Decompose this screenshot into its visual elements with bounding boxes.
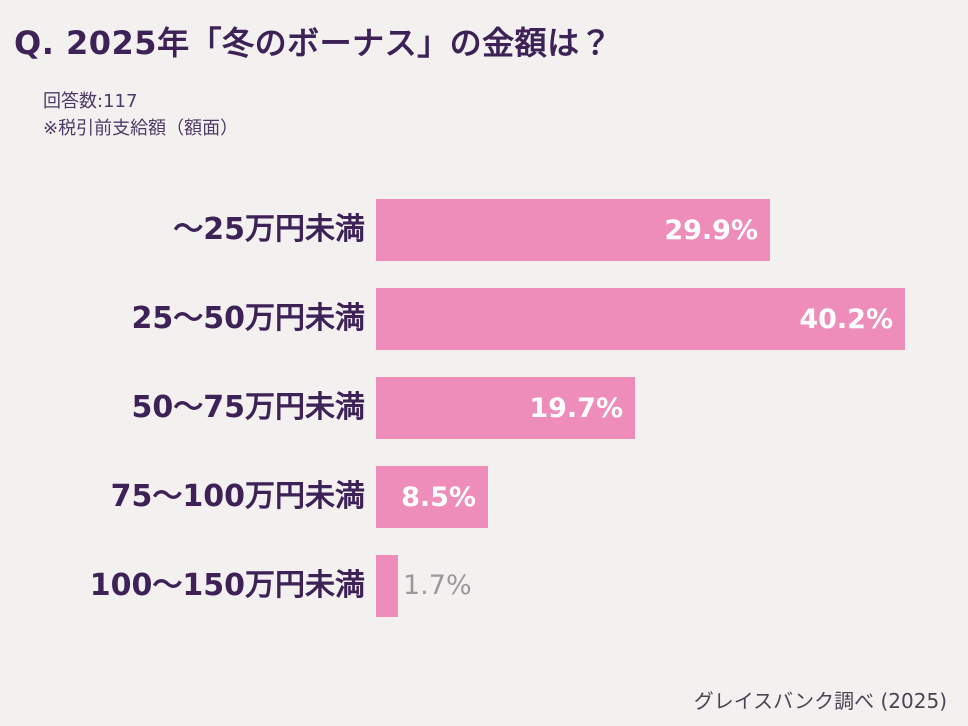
bar: 8.5% bbox=[376, 466, 488, 528]
bar: 29.9% bbox=[376, 199, 770, 261]
note-respondent-count: 回答数:117 bbox=[43, 91, 138, 112]
bar-track: 40.2% bbox=[376, 288, 968, 350]
source-credit: グレイスバンク調べ (2025) bbox=[693, 689, 947, 713]
chart-notes: 回答数:117 ※税引前支給額（額面） bbox=[43, 88, 238, 142]
bar-row: 75〜100万円未満 8.5% bbox=[0, 466, 968, 528]
category-label: 25〜50万円未満 bbox=[131, 301, 366, 336]
category-label: 100〜150万円未満 bbox=[89, 568, 365, 603]
value-label: 8.5% bbox=[401, 481, 476, 513]
bar-chart: 〜25万円未満 29.9% 25〜50万円未満 40.2% 50〜75万円未満 19.7%… bbox=[0, 199, 968, 644]
category-label: 75〜100万円未満 bbox=[110, 479, 365, 514]
bar-row: 100〜150万円未満 1.7% bbox=[0, 555, 968, 617]
bar-track: 8.5% bbox=[376, 466, 968, 528]
bar-row: 〜25万円未満 29.9% bbox=[0, 199, 968, 261]
note-pretax-disclaimer: ※税引前支給額（額面） bbox=[43, 118, 239, 139]
bar: 19.7% bbox=[376, 377, 635, 439]
value-label: 40.2% bbox=[799, 303, 893, 335]
category-label: 〜25万円未満 bbox=[173, 212, 365, 247]
value-label: 1.7% bbox=[403, 570, 472, 601]
bar-track: 1.7% bbox=[376, 555, 968, 617]
bar-row: 25〜50万円未満 40.2% bbox=[0, 288, 968, 350]
bar bbox=[376, 555, 398, 617]
category-label: 50〜75万円未満 bbox=[131, 390, 366, 425]
bar: 40.2% bbox=[376, 288, 905, 350]
chart-title: Q. 2025年「冬のボーナス」の金額は？ bbox=[14, 24, 613, 62]
value-label: 29.9% bbox=[664, 214, 758, 246]
bar-row: 50〜75万円未満 19.7% bbox=[0, 377, 968, 439]
value-label: 19.7% bbox=[529, 392, 623, 424]
bar-track: 29.9% bbox=[376, 199, 968, 261]
bar-track: 19.7% bbox=[376, 377, 968, 439]
